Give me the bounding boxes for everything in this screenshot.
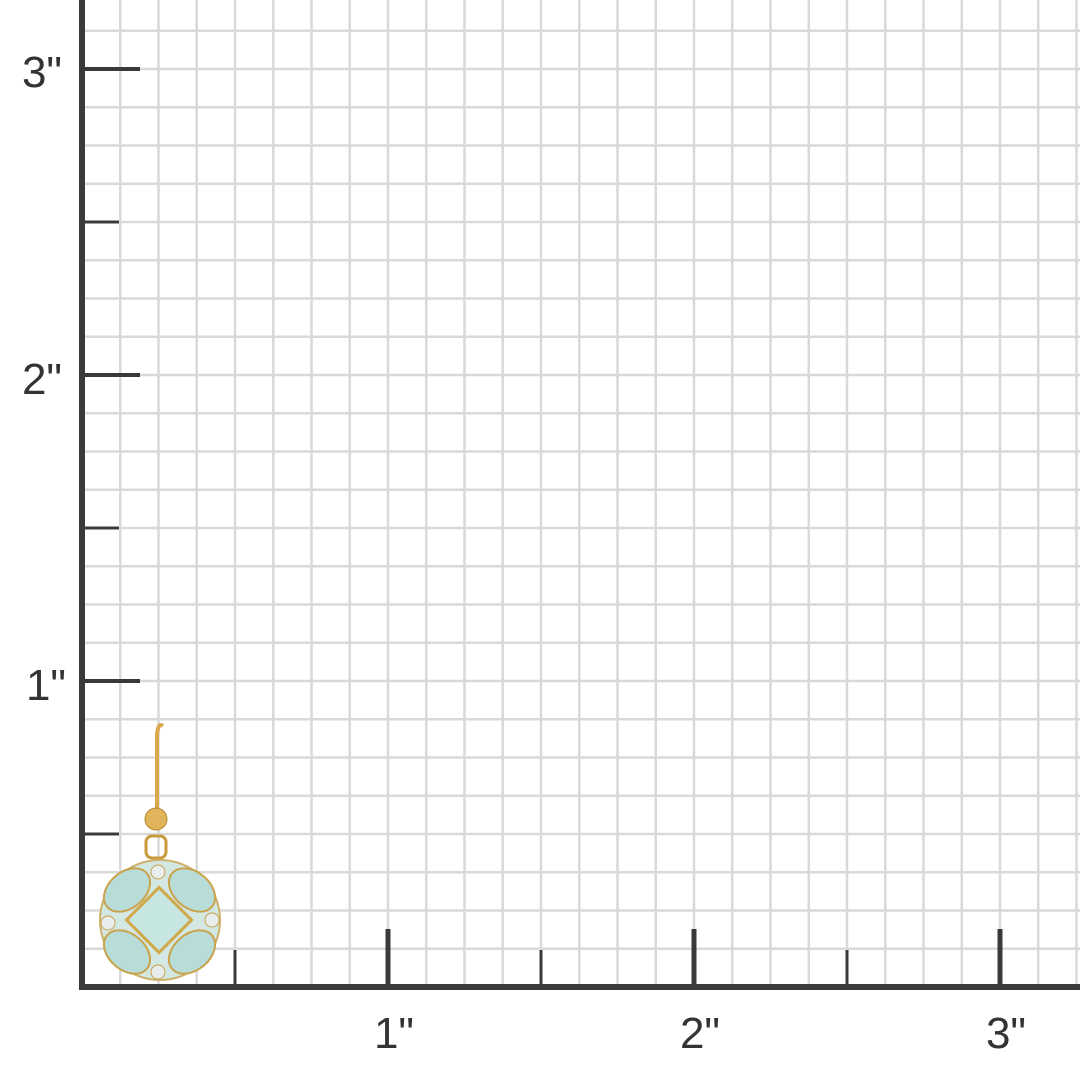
diamond: [204, 912, 220, 928]
grid-lines: [82, 0, 1080, 987]
x-label-2: 2": [680, 1009, 720, 1058]
ear-wire: [155, 723, 165, 808]
earring-photo: [99, 723, 221, 981]
y-label-3: 3": [22, 48, 62, 97]
x-label-1: 1": [374, 1009, 414, 1058]
diamond: [150, 864, 166, 880]
bail: [144, 834, 168, 860]
marquise-stone: [167, 929, 217, 975]
marquise-stone: [167, 867, 217, 913]
y-label-1: 1": [26, 661, 66, 710]
axes: [79, 0, 1080, 990]
marquise-stone: [102, 867, 152, 913]
x-label-3: 3": [986, 1009, 1026, 1058]
diamond: [150, 964, 166, 980]
gold-bead: [144, 807, 168, 831]
diamond: [100, 915, 116, 931]
y-label-2: 2": [22, 355, 62, 404]
center-stone: [124, 885, 194, 955]
marquise-stone: [102, 929, 152, 975]
